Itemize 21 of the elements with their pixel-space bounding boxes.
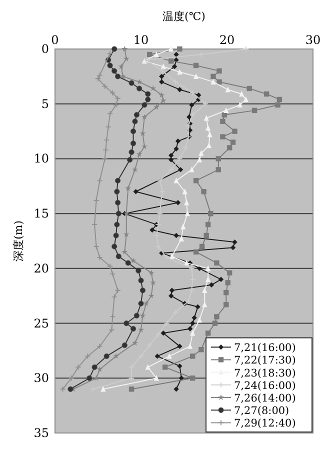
y-tick-label: 10	[34, 152, 49, 166]
y-tick-label: 5	[41, 96, 49, 111]
y-tick-label: 0	[41, 42, 49, 56]
x-tick-label: 20	[219, 33, 235, 47]
x-axis-title: 温度(℃)	[162, 10, 206, 23]
y-tick-label: 30	[34, 371, 49, 386]
legend-label: 7,22(17:30)	[234, 354, 296, 367]
y-tick-label: 20	[34, 261, 49, 276]
y-axis-title: 深度(m)	[12, 220, 25, 262]
x-tick-label: 30	[305, 33, 321, 47]
legend-label: 7,27(8:00)	[234, 405, 290, 418]
legend-label: 7,29(12:40)	[234, 418, 296, 430]
y-tick-label: 25	[34, 316, 49, 330]
y-tick-label: 35	[34, 426, 49, 440]
x-tick-label: 0	[51, 33, 59, 47]
y-tick-label: 15	[34, 206, 49, 221]
legend-label: 7,24(16:00)	[234, 380, 296, 392]
legend-label: 7,21(16:00)	[234, 342, 296, 354]
x-tick-label: 10	[133, 33, 149, 47]
legend-label: 7,23(18:30)	[234, 367, 296, 380]
legend-label: 7,26(14:00)	[234, 392, 296, 404]
